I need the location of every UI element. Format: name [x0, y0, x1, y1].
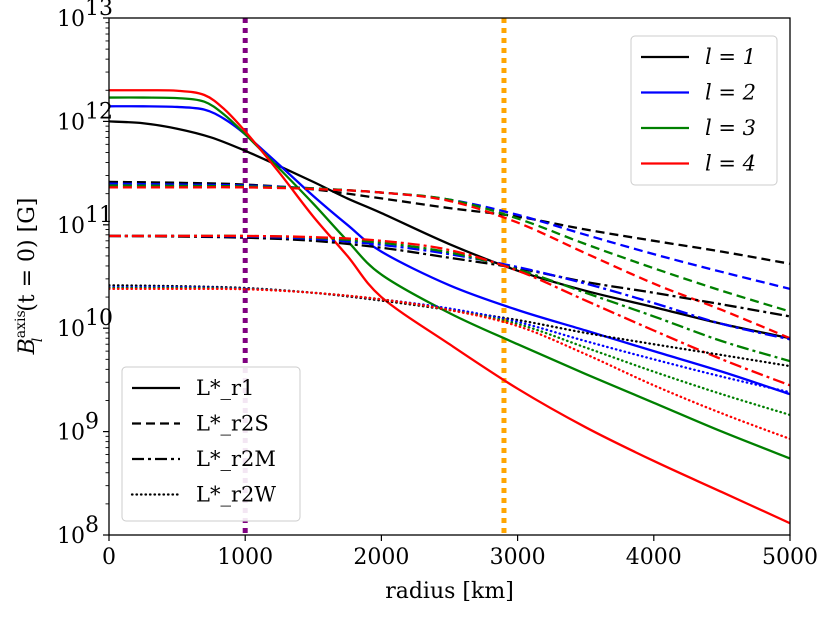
x-axis-label: radius [km]: [385, 579, 514, 604]
legend-label-dotted: L*_r2W: [196, 483, 276, 507]
x-tick-label-1000: 1000: [217, 545, 273, 570]
y-axis-label-sub: l: [30, 338, 46, 342]
x-axis-ticks: 0 1000 2000 3000 4000 5000: [102, 535, 818, 570]
series-l-r2s-l1: [109, 180, 790, 265]
y-tick-exp-1e8: 8: [85, 513, 99, 538]
y-tick-label-1e9: 10: [57, 421, 85, 446]
series-l-r1-l2: [109, 105, 790, 396]
legend-degree: l = 1 l = 2 l = 3 l = 4: [630, 35, 778, 186]
series-l-r2m-l4: [109, 234, 790, 387]
x-tick-label-0: 0: [102, 545, 116, 570]
legend-label-l2: l = 2: [705, 81, 756, 105]
x-tick-label-5000: 5000: [762, 545, 818, 570]
x-tick-label-3000: 3000: [490, 545, 546, 570]
y-axis-label: Baxisl (t = 0) [G]: [13, 198, 46, 356]
series-group: [109, 89, 790, 525]
y-tick-exp-1e10: 10: [85, 306, 113, 331]
axes-frame: [108, 17, 791, 536]
y-tick-exp-1e9: 9: [85, 410, 99, 435]
series-l-r1-l4: [109, 89, 790, 525]
series-l-r1-l1: [109, 120, 790, 340]
legend-label-l3: l = 3: [705, 116, 756, 140]
y-tick-label-1e12: 10: [57, 110, 85, 135]
legend-model-frame: [121, 366, 301, 522]
y-tick-label-1e13: 10: [57, 7, 85, 32]
legend-label-l4: l = 4: [705, 152, 756, 176]
x-tick-label-4000: 4000: [626, 545, 682, 570]
y-axis-label-rest: (t = 0) [G]: [15, 198, 40, 312]
y-tick-exp-1e11: 11: [85, 203, 113, 228]
legend-label-dashed: L*_r2S: [196, 412, 269, 436]
legend-label-solid: L*_r1: [196, 376, 254, 400]
series-l-r2w-l4: [109, 287, 790, 441]
y-axis-label-sup: axis: [13, 310, 29, 338]
legend-model: L*_r1 L*_r2S L*_r2M L*_r2W: [121, 366, 301, 522]
y-tick-label-1e8: 10: [57, 524, 85, 549]
legend-degree-frame: [630, 35, 778, 186]
legend-label-l1: l = 1: [705, 45, 756, 69]
y-tick-exp-1e12: 12: [85, 99, 113, 124]
y-tick-exp-1e13: 13: [85, 0, 113, 21]
y-axis-label-base: B: [15, 338, 40, 355]
x-tick-label-2000: 2000: [353, 545, 409, 570]
legend-label-dashdot: L*_r2M: [196, 447, 276, 471]
y-tick-label-1e11: 10: [57, 214, 85, 239]
series-l-r1-l3: [109, 96, 790, 460]
y-tick-label-1e10: 10: [57, 317, 85, 342]
series-l-r2s-l4: [109, 186, 790, 340]
